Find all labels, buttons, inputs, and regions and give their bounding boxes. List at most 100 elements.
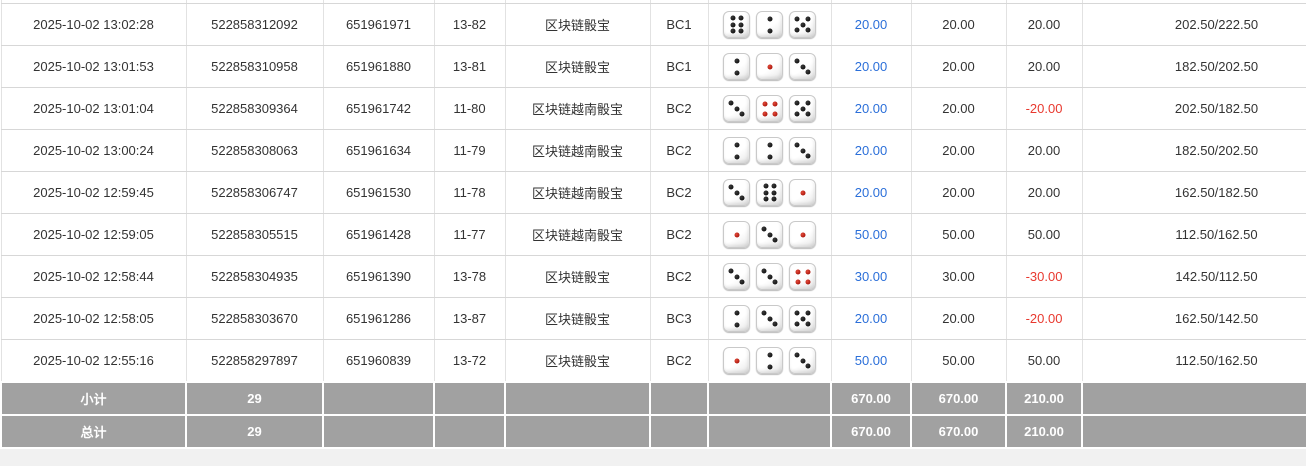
cell-win-loss: 50.00: [1005, 339, 1083, 383]
table-row: 2025-10-02 13:01:53 522858310958 651961880…: [0, 45, 1306, 88]
cell-valid-amount: 20.00: [910, 297, 1007, 340]
cell-table-code: BC2: [649, 255, 709, 298]
footer-label: 总计: [0, 414, 187, 449]
cell-dice-result: [707, 339, 832, 383]
cell-win-loss: 20.00: [1005, 3, 1083, 46]
cell-time: 2025-10-02 13:01:53: [0, 45, 187, 88]
cell-valid-amount: 50.00: [910, 213, 1007, 256]
cell-game-name: 区块链骰宝: [504, 3, 651, 46]
footer-empty-cell: [707, 414, 832, 449]
cell-win-loss: -30.00: [1005, 255, 1083, 298]
cell-win-loss: 20.00: [1005, 171, 1083, 214]
cell-valid-amount: 50.00: [910, 339, 1007, 383]
footer-win-loss-total: 210.00: [1005, 414, 1083, 449]
bet-amount-link[interactable]: 20.00: [854, 311, 888, 326]
die-2-icon: [723, 137, 750, 164]
cell-table-code: BC3: [649, 297, 709, 340]
cell-balance: 182.50/202.50: [1081, 45, 1306, 88]
cell-win-loss: -20.00: [1005, 87, 1083, 130]
footer-empty-cell: [322, 414, 435, 449]
footer-empty-cell: [1081, 414, 1306, 449]
cell-bet-amount: 30.00: [830, 255, 912, 298]
cell-bet-amount: 50.00: [830, 213, 912, 256]
cell-time: 2025-10-02 12:55:16: [0, 339, 187, 383]
footer-empty-cell: [649, 414, 709, 449]
cell-dice-result: [707, 171, 832, 214]
cell-dice-result: [707, 87, 832, 130]
cell-period: 11-78: [433, 171, 506, 214]
cell-period: 11-77: [433, 213, 506, 256]
cell-time: 2025-10-02 13:02:28: [0, 3, 187, 46]
bet-amount-link[interactable]: 20.00: [854, 185, 888, 200]
table-body: 2025-10-02 13:02:28 522858312092 651961971…: [0, 0, 1306, 449]
cell-round-number: 651961428: [322, 213, 435, 256]
cell-round-number: 651961971: [322, 3, 435, 46]
cell-balance: 162.50/182.50: [1081, 171, 1306, 214]
footer-empty-cell: [433, 414, 506, 449]
table-row: 2025-10-02 13:02:28 522858312092 651961971…: [0, 3, 1306, 46]
cell-bet-amount: 20.00: [830, 45, 912, 88]
bet-amount-link[interactable]: 20.00: [854, 59, 888, 74]
die-5-icon: [789, 11, 816, 38]
cell-dice-result: [707, 45, 832, 88]
table-row: 2025-10-02 13:00:24 522858308063 651961634…: [0, 129, 1306, 172]
die-4-icon: [789, 263, 816, 290]
footer-empty-cell: [649, 381, 709, 416]
cell-round-number: 651961286: [322, 297, 435, 340]
cell-game-name: 区块链越南骰宝: [504, 171, 651, 214]
die-1-icon: [723, 347, 750, 374]
bet-amount-link[interactable]: 20.00: [854, 17, 888, 32]
table-row: 2025-10-02 13:01:04 522858309364 651961742…: [0, 87, 1306, 130]
cell-game-name: 区块链骰宝: [504, 297, 651, 340]
dice-result-icons: [711, 347, 829, 374]
bet-amount-link[interactable]: 30.00: [854, 269, 888, 284]
die-3-icon: [756, 263, 783, 290]
cell-bet-amount: 50.00: [830, 339, 912, 383]
cell-bet-amount: 20.00: [830, 297, 912, 340]
footer-bet-total: 670.00: [830, 381, 912, 416]
footer-win-loss-total: 210.00: [1005, 381, 1083, 416]
footer-bet-total: 670.00: [830, 414, 912, 449]
cell-balance: 112.50/162.50: [1081, 213, 1306, 256]
cell-win-loss: 20.00: [1005, 45, 1083, 88]
bet-amount-link[interactable]: 50.00: [854, 227, 888, 242]
die-4-icon: [756, 95, 783, 122]
grand-total-row: 总计 29 670.00 670.00 210.00: [0, 414, 1306, 449]
footer-empty-cell: [707, 381, 832, 416]
cell-balance: 162.50/142.50: [1081, 297, 1306, 340]
die-3-icon: [756, 305, 783, 332]
cell-table-code: BC2: [649, 87, 709, 130]
cell-time: 2025-10-02 13:01:04: [0, 87, 187, 130]
footer-label: 小计: [0, 381, 187, 416]
cell-win-loss: 20.00: [1005, 129, 1083, 172]
cell-round-number: 651961880: [322, 45, 435, 88]
bet-amount-link[interactable]: 20.00: [854, 101, 888, 116]
die-1-icon: [789, 221, 816, 248]
die-2-icon: [756, 347, 783, 374]
cell-period: 13-87: [433, 297, 506, 340]
die-5-icon: [789, 95, 816, 122]
die-2-icon: [756, 137, 783, 164]
cell-table-code: BC2: [649, 339, 709, 383]
bet-amount-link[interactable]: 50.00: [854, 353, 888, 368]
cell-order-number: 522858305515: [185, 213, 324, 256]
die-2-icon: [756, 11, 783, 38]
cell-valid-amount: 20.00: [910, 171, 1007, 214]
cell-period: 13-82: [433, 3, 506, 46]
dice-result-icons: [711, 53, 829, 80]
footer-count: 29: [185, 414, 324, 449]
bet-amount-link[interactable]: 20.00: [854, 143, 888, 158]
table-row: 2025-10-02 12:58:05 522858303670 651961286…: [0, 297, 1306, 340]
dice-result-icons: [711, 95, 829, 122]
footer-empty-cell: [322, 381, 435, 416]
dice-result-icons: [711, 305, 829, 332]
cell-order-number: 522858309364: [185, 87, 324, 130]
cell-order-number: 522858306747: [185, 171, 324, 214]
cell-win-loss: -20.00: [1005, 297, 1083, 340]
cell-table-code: BC2: [649, 213, 709, 256]
cell-table-code: BC1: [649, 3, 709, 46]
die-6-icon: [756, 179, 783, 206]
cell-dice-result: [707, 129, 832, 172]
cell-round-number: 651961530: [322, 171, 435, 214]
footer-empty-cell: [1081, 381, 1306, 416]
